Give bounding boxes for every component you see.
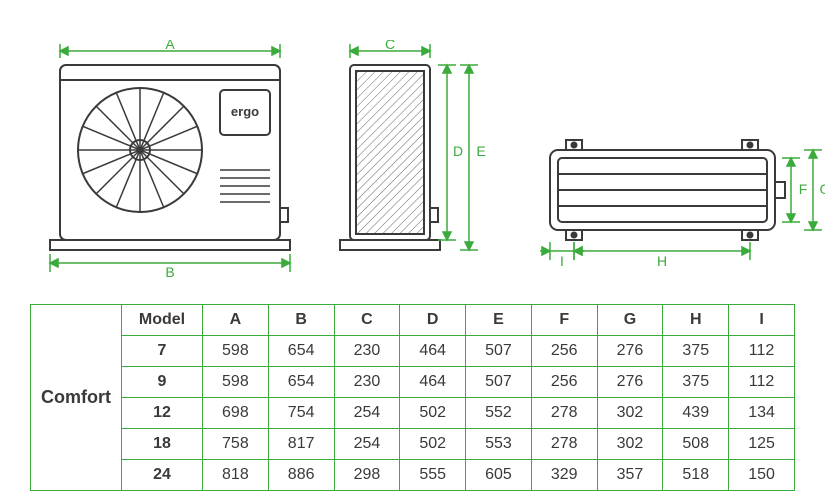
value-cell: 654: [268, 367, 334, 398]
value-cell: 518: [663, 460, 729, 491]
value-cell: 230: [334, 367, 400, 398]
value-cell: 508: [663, 429, 729, 460]
value-cell: 254: [334, 429, 400, 460]
value-cell: 254: [334, 398, 400, 429]
dim-label-B: B: [165, 264, 174, 280]
value-cell: 553: [466, 429, 532, 460]
value-cell: 552: [466, 398, 532, 429]
value-cell: 754: [268, 398, 334, 429]
side-view: C D: [330, 40, 500, 280]
value-cell: 375: [663, 367, 729, 398]
value-cell: 886: [268, 460, 334, 491]
value-cell: 817: [268, 429, 334, 460]
model-cell: 7: [122, 336, 203, 367]
brand-label: ergo: [231, 104, 259, 119]
model-cell: 12: [122, 398, 203, 429]
front-view: A: [30, 40, 300, 280]
value-cell: 818: [203, 460, 269, 491]
value-cell: 112: [729, 336, 795, 367]
value-cell: 698: [203, 398, 269, 429]
value-cell: 598: [203, 336, 269, 367]
value-cell: 605: [466, 460, 532, 491]
value-cell: 302: [597, 398, 663, 429]
top-view: F G H: [530, 110, 825, 280]
value-cell: 276: [597, 336, 663, 367]
value-cell: 230: [334, 336, 400, 367]
value-cell: 329: [531, 460, 597, 491]
col-header: F: [531, 305, 597, 336]
value-cell: 278: [531, 398, 597, 429]
spec-sheet: A: [0, 0, 825, 500]
col-header: H: [663, 305, 729, 336]
value-cell: 357: [597, 460, 663, 491]
value-cell: 598: [203, 367, 269, 398]
col-header: G: [597, 305, 663, 336]
value-cell: 125: [729, 429, 795, 460]
dim-label-D: D: [453, 143, 463, 159]
diagram-row: A: [30, 20, 795, 280]
value-cell: 507: [466, 367, 532, 398]
value-cell: 375: [663, 336, 729, 367]
col-header: A: [203, 305, 269, 336]
dim-label-H: H: [657, 253, 667, 269]
col-header: Model: [122, 305, 203, 336]
value-cell: 555: [400, 460, 466, 491]
col-header: B: [268, 305, 334, 336]
dim-label-A: A: [165, 40, 175, 52]
value-cell: 278: [531, 429, 597, 460]
value-cell: 256: [531, 336, 597, 367]
value-cell: 150: [729, 460, 795, 491]
value-cell: 507: [466, 336, 532, 367]
col-header: I: [729, 305, 795, 336]
value-cell: 134: [729, 398, 795, 429]
model-cell: 24: [122, 460, 203, 491]
value-cell: 502: [400, 429, 466, 460]
model-cell: 18: [122, 429, 203, 460]
value-cell: 112: [729, 367, 795, 398]
dimension-table: ComfortModelABCDEFGHI 7598654230464507256…: [30, 304, 795, 491]
model-cell: 9: [122, 367, 203, 398]
value-cell: 298: [334, 460, 400, 491]
value-cell: 758: [203, 429, 269, 460]
col-header: C: [334, 305, 400, 336]
value-cell: 276: [597, 367, 663, 398]
dim-label-C: C: [385, 40, 395, 52]
col-header: D: [400, 305, 466, 336]
value-cell: 464: [400, 336, 466, 367]
series-label: Comfort: [31, 305, 122, 491]
value-cell: 654: [268, 336, 334, 367]
value-cell: 502: [400, 398, 466, 429]
dim-label-E: E: [476, 143, 485, 159]
value-cell: 464: [400, 367, 466, 398]
value-cell: 256: [531, 367, 597, 398]
value-cell: 439: [663, 398, 729, 429]
col-header: E: [466, 305, 532, 336]
value-cell: 302: [597, 429, 663, 460]
dim-label-F: F: [799, 181, 808, 197]
dim-label-I: I: [560, 253, 564, 269]
dim-label-G: G: [820, 181, 825, 197]
